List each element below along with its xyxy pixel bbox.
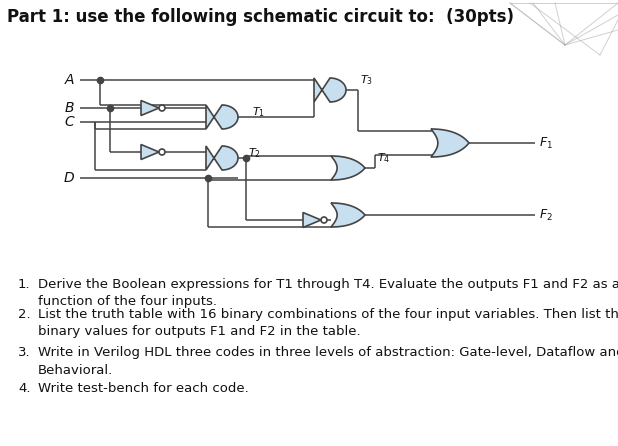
- Polygon shape: [303, 212, 321, 227]
- Text: $T_2$: $T_2$: [248, 146, 261, 160]
- Polygon shape: [206, 105, 238, 129]
- Circle shape: [159, 105, 165, 111]
- Text: $T_1$: $T_1$: [252, 105, 265, 119]
- Text: Write test-bench for each code.: Write test-bench for each code.: [38, 382, 249, 395]
- Polygon shape: [331, 156, 365, 180]
- Polygon shape: [206, 146, 238, 170]
- Polygon shape: [141, 100, 159, 116]
- Text: $T_4$: $T_4$: [377, 151, 391, 165]
- Text: $T_3$: $T_3$: [360, 73, 373, 87]
- Circle shape: [321, 217, 327, 223]
- Text: $F_1$: $F_1$: [539, 136, 553, 151]
- Text: $F_2$: $F_2$: [539, 207, 552, 223]
- Polygon shape: [314, 78, 346, 102]
- Text: A: A: [64, 73, 74, 87]
- Text: Write in Verilog HDL three codes in three levels of abstraction: Gate-level, Dat: Write in Verilog HDL three codes in thre…: [38, 346, 618, 376]
- Text: Part 1: use the following schematic circuit to:  (30pts): Part 1: use the following schematic circ…: [7, 8, 514, 26]
- Polygon shape: [331, 203, 365, 227]
- Text: List the truth table with 16 binary combinations of the four input variables. Th: List the truth table with 16 binary comb…: [38, 308, 618, 339]
- Text: 4.: 4.: [18, 382, 30, 395]
- Text: 3.: 3.: [18, 346, 31, 359]
- Circle shape: [159, 149, 165, 155]
- Polygon shape: [141, 145, 159, 160]
- Text: 1.: 1.: [18, 278, 31, 291]
- Text: D: D: [64, 171, 74, 185]
- Polygon shape: [431, 129, 469, 157]
- Text: B: B: [64, 101, 74, 115]
- Text: C: C: [64, 115, 74, 129]
- Text: Derive the Boolean expressions for T1 through T4. Evaluate the outputs F1 and F2: Derive the Boolean expressions for T1 th…: [38, 278, 618, 309]
- Text: 2.: 2.: [18, 308, 31, 321]
